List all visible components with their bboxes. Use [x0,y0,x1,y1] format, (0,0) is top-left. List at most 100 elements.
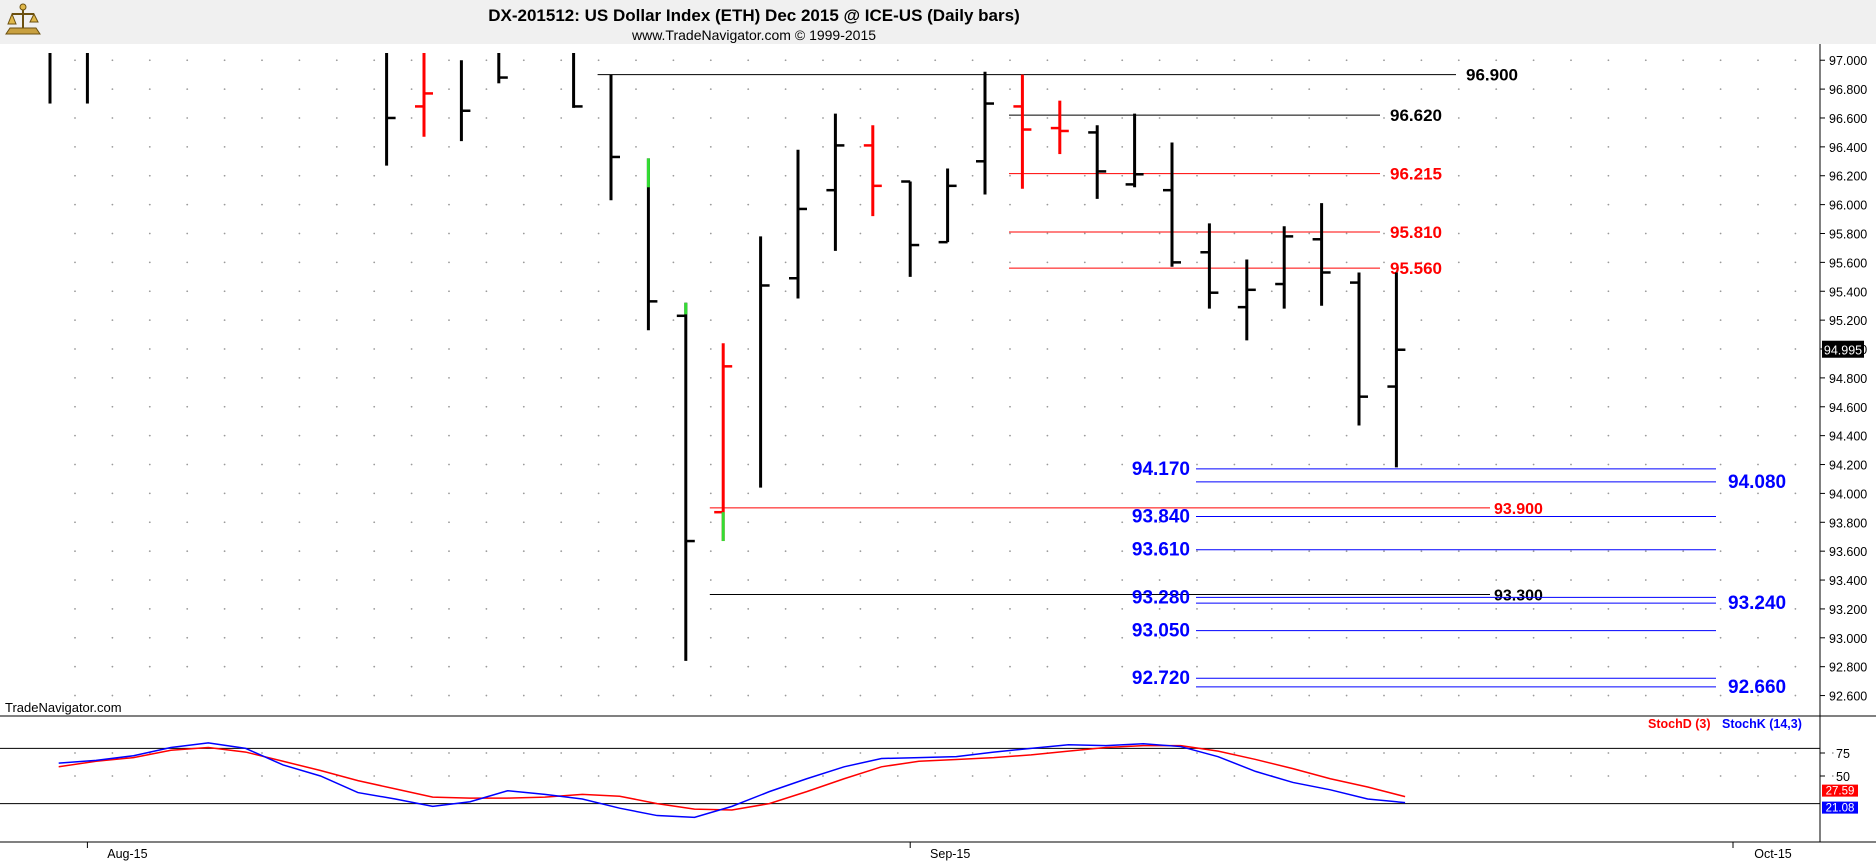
grid-dot [223,405,226,408]
grid-dot [261,550,263,553]
grid-dot [1607,775,1610,777]
grid-dot [560,434,563,437]
level-label: 96.215 [1390,165,1442,184]
grid-dot [1719,319,1722,322]
grid-dot [410,290,413,293]
grid-dot [747,775,750,777]
grid-dot [896,405,899,408]
grid-dot [373,174,376,177]
grid-dot [522,261,525,264]
grid-dot [934,88,937,90]
grid-dot [111,434,114,437]
level-label: 93.300 [1494,587,1543,604]
grid-dot [522,376,525,379]
grid-dot [1644,463,1647,466]
grid-dot [1233,145,1236,148]
grid-dot [261,348,263,350]
grid-dot [1345,463,1348,466]
grid-dot [1495,521,1498,524]
grid-dot [1009,775,1011,777]
grid-dot [971,405,974,408]
grid-dot [223,665,226,668]
grid-dot [1233,405,1236,408]
grid-dot [597,117,600,119]
grid-dot [485,492,488,495]
grid-dot [335,348,338,350]
grid-dot [784,492,787,495]
grid-dot [1457,521,1460,524]
grid-dot [1719,117,1722,119]
grid-dot [1719,203,1722,206]
grid-dot [1495,117,1498,119]
grid-dot [784,348,787,350]
grid-dot [560,405,563,408]
grid-dot [1308,694,1311,697]
grid-dot [410,752,413,754]
grid-dot [1457,492,1460,495]
grid-dot [859,579,862,581]
grid-dot [485,579,488,581]
grid-dot [1083,636,1086,639]
grid-dot [709,405,712,408]
grid-dot [1083,348,1086,350]
grid-dot [1794,434,1797,437]
grid-dot [1532,145,1535,148]
grid-dot [298,203,301,206]
grid-dot [896,775,899,777]
grid-dot [1308,261,1311,264]
grid-dot [784,550,787,553]
grid-dot [1233,463,1236,466]
grid-dot [971,775,974,777]
grid-dot [111,463,114,466]
grid-dot [1121,290,1124,293]
grid-dot [1121,636,1124,639]
grid-dot [186,232,189,235]
grid-dot [111,319,114,322]
grid-dot [1046,59,1049,62]
grid-dot [896,492,899,495]
grid-dot [784,752,787,754]
grid-dot [261,636,263,639]
grid-dot [1831,88,1834,90]
grid-dot [485,752,488,754]
grid-dot [822,775,824,777]
grid-dot [1644,434,1647,437]
grid-dot [1046,608,1049,610]
grid-dot [148,579,151,581]
grid-dot [1046,775,1049,777]
grid-dot [859,521,862,524]
grid-dot [635,145,637,148]
grid-dot [298,145,301,148]
grid-dot [1121,203,1124,206]
grid-dot [373,434,376,437]
grid-dot [896,434,899,437]
grid-dot [1682,232,1685,235]
grid-dot [1794,376,1797,379]
grid-dot [709,174,712,177]
grid-dot [448,232,450,235]
grid-dot [1308,550,1311,553]
grid-dot [1233,775,1236,777]
grid-dot [1083,694,1086,697]
grid-dot [1532,636,1535,639]
grid-dot [822,348,824,350]
grid-dot [747,261,750,264]
stochastic-lines [58,742,1406,819]
grid-dot [896,88,899,90]
grid-dot [747,348,750,350]
grid-dot [709,117,712,119]
grid-dot [1046,405,1049,408]
grid-dot [1009,203,1011,206]
grid-dot [635,203,637,206]
grid-dot [485,290,488,293]
grid-dot [1009,752,1011,754]
grid-dot [1682,492,1685,495]
grid-dot [1270,117,1273,119]
grid-dot [485,261,488,264]
grid-dot [522,174,525,177]
grid-dot [148,290,151,293]
grid-dot [709,665,712,668]
grid-dot [747,59,750,62]
grid-dot [111,88,114,90]
grid-dot [298,694,301,697]
